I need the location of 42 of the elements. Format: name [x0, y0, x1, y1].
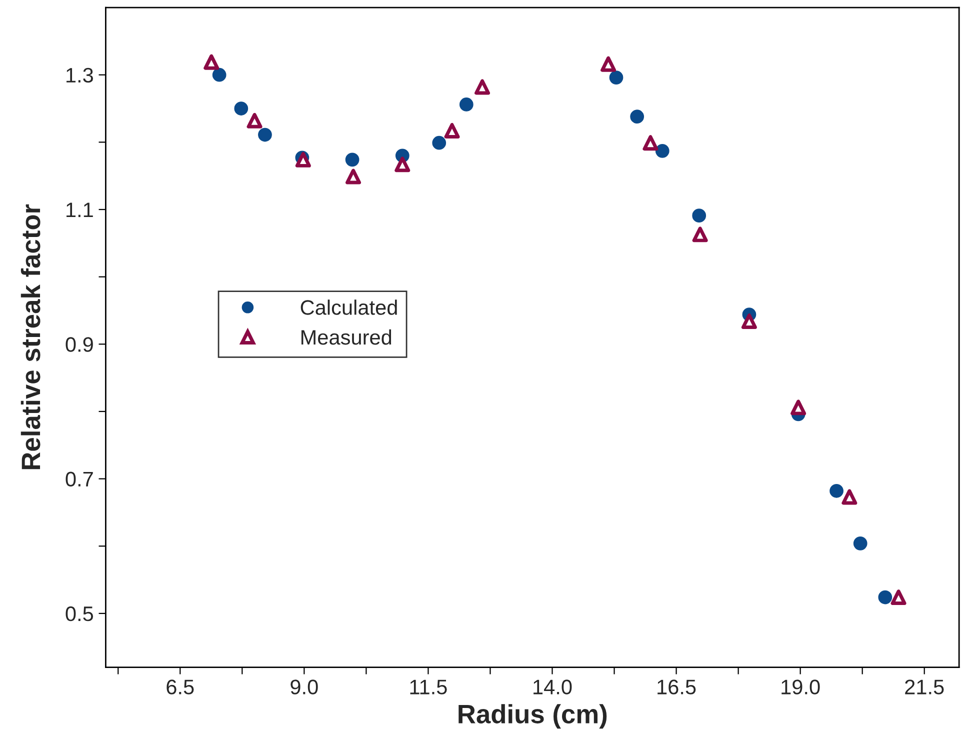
point [630, 110, 644, 124]
legend-label: Calculated [300, 300, 397, 315]
point [346, 168, 362, 184]
point [394, 156, 410, 172]
point [345, 152, 360, 167]
point [642, 135, 658, 151]
x-tick-label: 6.5 [166, 680, 194, 694]
y-tick-label: 1.1 [66, 202, 93, 218]
point [600, 56, 616, 72]
y-tick-label: 0.9 [66, 337, 93, 352]
x-tick-label: 11.5 [410, 680, 447, 694]
point [234, 102, 248, 116]
x-axis-title: Radius (cm) [458, 704, 607, 729]
x-tick-label: 16.5 [658, 680, 696, 694]
x-tick-label: 19.0 [782, 680, 820, 694]
point [741, 314, 757, 330]
point [204, 54, 220, 70]
x-tick-label: 14.0 [534, 680, 572, 694]
point [609, 70, 624, 84]
point [459, 98, 474, 112]
point [474, 79, 490, 95]
point [246, 112, 262, 128]
point [878, 590, 892, 604]
point [790, 400, 806, 416]
point [692, 208, 706, 222]
point [842, 489, 858, 505]
x-tick-label: 9.0 [290, 680, 318, 694]
point [212, 68, 226, 82]
y-tick-label: 0.5 [66, 606, 94, 622]
point [890, 590, 906, 606]
point [258, 128, 272, 142]
y-tick-label: 1.3 [66, 68, 93, 83]
point [655, 144, 670, 158]
point [444, 122, 460, 138]
x-tick-label: 21.5 [905, 680, 944, 694]
point [830, 484, 844, 498]
point [692, 226, 708, 242]
y-tick-label: 0.7 [66, 472, 93, 487]
point [432, 136, 446, 150]
y-axis-title: Relative streak factor [20, 204, 40, 470]
point [853, 536, 868, 550]
legend-label: Measured [301, 329, 392, 345]
